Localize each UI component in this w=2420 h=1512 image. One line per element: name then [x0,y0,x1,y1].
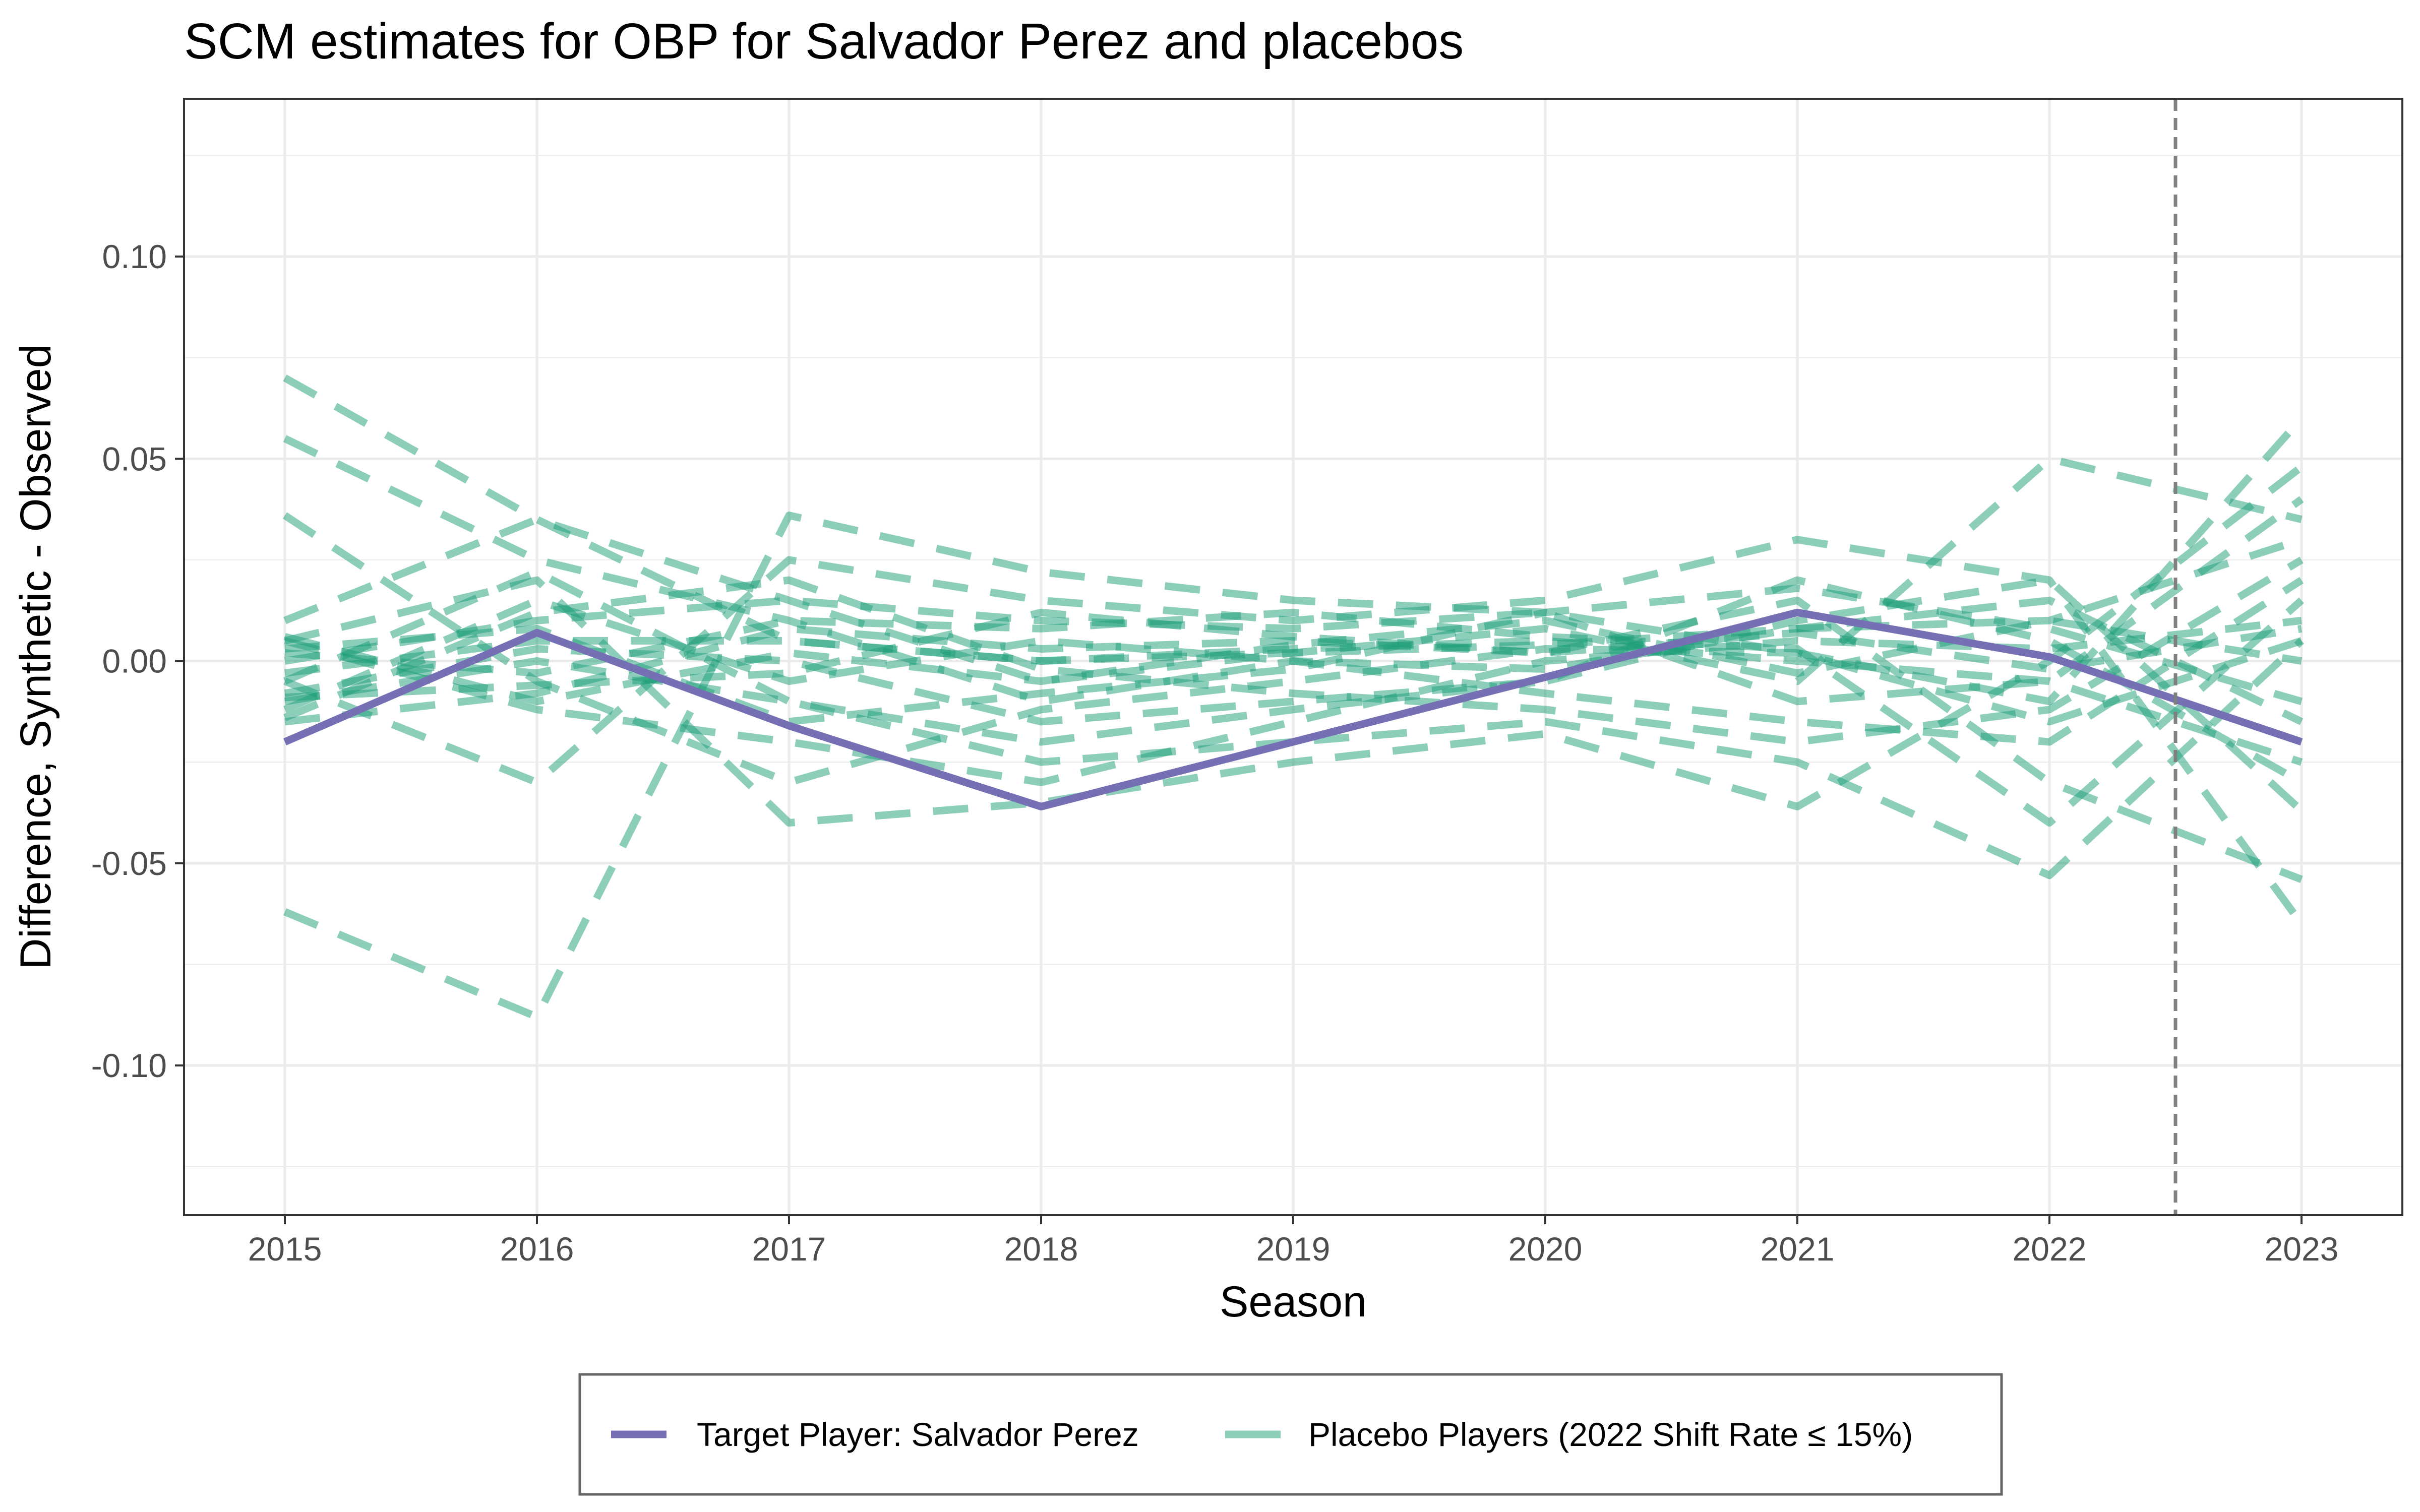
placebo-line-4 [283,416,2305,1021]
x-tick-label: 2017 [752,1230,826,1268]
y-tick-label: 0.05 [102,440,167,477]
target-line-group [283,608,2303,810]
placebo-line-19 [284,584,2303,726]
x-tick-label: 2019 [1256,1230,1330,1268]
placebo-line-17 [284,616,2303,706]
legend-label-target: Target Player: Salvador Perez [697,1416,1139,1453]
x-tick-label: 2015 [248,1230,322,1268]
y-tick-label: -0.10 [91,1047,167,1084]
y-tick-label: 0.00 [102,643,167,680]
x-tick-label: 2021 [1761,1230,1835,1268]
legend-box [578,1373,2003,1496]
placebo-line-11 [284,576,2305,813]
grid [184,99,2402,1215]
placebo-lines [282,374,2305,1021]
legend: Target Player: Salvador Perez Placebo Pl… [578,1373,2003,1496]
placebo-line-9 [284,596,2303,883]
placebo-line-16 [283,568,2304,786]
placebo-line-14 [283,577,2304,746]
x-tick-label: 2022 [2013,1230,2087,1268]
placebo-line-1 [283,374,2303,766]
x-tick-label: 2016 [500,1230,574,1268]
placebo-line-8 [284,638,2305,879]
placebo-line-15 [284,597,2304,827]
y-tick-label: 0.10 [102,238,167,275]
legend-label-placebo: Placebo Players (2022 Shift Rate ≤ 15%) [1308,1416,1913,1453]
placebo-line-10 [284,496,2304,706]
y-tick-label: -0.05 [91,845,167,882]
placebo-line-13 [284,596,2304,725]
x-axis: 2015 2016 2017 2018 2019 2020 2021 2022 2023 [248,1215,2339,1268]
x-axis-title: Season [1220,1278,1367,1326]
target-line [283,608,2303,810]
placebo-line-18 [284,608,2303,702]
y-axis: 0.10 0.05 0.00 -0.05 -0.10 [91,238,184,1084]
placebo-line-6 [283,536,2305,926]
x-tick-label: 2018 [1004,1230,1078,1268]
placebo-line-20 [283,556,2304,746]
x-tick-label: 2020 [1508,1230,1583,1268]
chart-title: SCM estimates for OBP for Salvador Perez… [184,13,1464,70]
x-tick-label: 2023 [2265,1230,2339,1268]
placebo-line-3 [282,512,2303,786]
y-axis-title: Difference, Synthetic - Observed [12,344,60,969]
placebo-line-12 [284,616,2302,786]
